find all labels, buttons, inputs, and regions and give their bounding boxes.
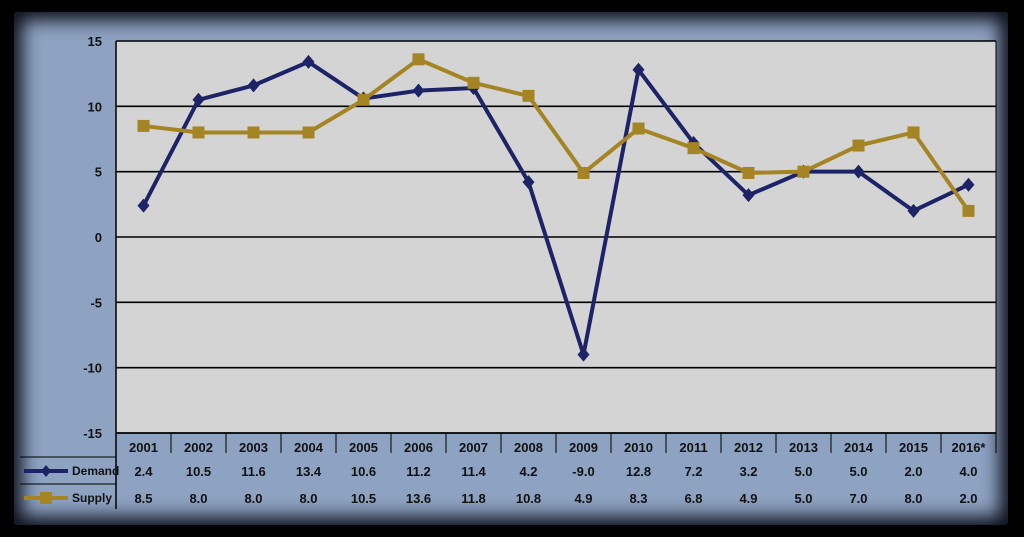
data-point-demand xyxy=(852,164,865,179)
x-tick-label: 2005 xyxy=(349,440,378,455)
data-point-supply xyxy=(247,126,260,139)
data-table-cell: 7.0 xyxy=(849,491,867,506)
data-point-supply xyxy=(522,89,535,102)
x-tick-label: 2003 xyxy=(239,440,268,455)
x-tick-label: 2009 xyxy=(569,440,598,455)
x-tick-label: 2007 xyxy=(459,440,488,455)
data-point-supply xyxy=(357,93,370,106)
x-tick-label: 2002 xyxy=(184,440,213,455)
data-table-cell: 7.2 xyxy=(684,464,702,479)
data-table-cell: 8.3 xyxy=(629,491,647,506)
data-table-cell: 2.4 xyxy=(134,464,153,479)
data-point-supply xyxy=(797,165,810,178)
data-table-cell: 11.6 xyxy=(241,464,266,479)
data-table-cell: 10.8 xyxy=(516,491,541,506)
legend-marker-demand xyxy=(41,465,51,477)
data-table-cell: 4.0 xyxy=(959,464,977,479)
x-tick-label: 2016* xyxy=(952,440,987,455)
y-tick-label: 15 xyxy=(88,34,102,49)
data-table-cell: 8.0 xyxy=(244,491,262,506)
data-point-demand xyxy=(907,203,920,218)
y-tick-label: 10 xyxy=(88,99,102,114)
data-point-supply xyxy=(852,139,865,152)
data-table-cell: 10.5 xyxy=(351,491,376,506)
x-tick-label: 2011 xyxy=(679,440,707,455)
data-point-supply xyxy=(467,76,480,89)
y-tick-label: -10 xyxy=(83,361,102,376)
x-tick-label: 2015 xyxy=(899,440,928,455)
series-line-demand xyxy=(141,59,970,356)
data-point-supply xyxy=(742,166,755,179)
data-table-cell: 13.6 xyxy=(406,491,431,506)
data-point-demand xyxy=(412,83,425,98)
data-table-cell: 5.0 xyxy=(849,464,867,479)
data-point-demand xyxy=(522,175,535,190)
data-point-supply xyxy=(577,166,590,179)
data-point-demand xyxy=(137,198,150,213)
data-table-cell: 4.9 xyxy=(574,491,592,506)
x-tick-label: 2013 xyxy=(789,440,818,455)
data-table-cell: 6.8 xyxy=(684,491,702,506)
x-tick-label: 2008 xyxy=(514,440,543,455)
data-table-cell: 10.6 xyxy=(351,464,376,479)
data-point-supply xyxy=(192,126,205,139)
data-point-supply xyxy=(687,142,700,155)
y-tick-label: -5 xyxy=(90,295,102,310)
data-point-supply xyxy=(962,204,975,217)
data-point-supply xyxy=(907,126,920,139)
data-point-demand xyxy=(192,92,205,107)
legend-label-supply: Supply xyxy=(72,491,112,505)
y-tick-label: -15 xyxy=(83,426,102,441)
data-point-demand xyxy=(632,62,645,77)
data-table-cell: 13.4 xyxy=(296,464,322,479)
data-point-demand xyxy=(962,177,975,192)
legend-label-demand: Demand xyxy=(72,464,119,478)
x-tick-label: 2010 xyxy=(624,440,653,455)
data-point-demand xyxy=(742,188,755,203)
data-table-cell: 10.5 xyxy=(186,464,211,479)
data-table-cell: 4.9 xyxy=(739,491,757,506)
data-table-cell: 12.8 xyxy=(626,464,651,479)
data-table-cell: 2.0 xyxy=(959,491,977,506)
data-table-cell: 8.5 xyxy=(134,491,152,506)
data-table-cell: 11.2 xyxy=(406,464,431,479)
x-tick-label: 2006 xyxy=(404,440,433,455)
data-table-cell: 8.0 xyxy=(189,491,207,506)
chart-frame: 15 10 5 0 -5 -10 -15 2001 2002 2003 2004 2005 2006 20… xyxy=(14,12,1008,525)
data-table-cell: 5.0 xyxy=(794,464,812,479)
data-point-demand xyxy=(577,347,590,362)
data-point-demand xyxy=(302,54,315,69)
data-table-cell: -9.0 xyxy=(572,464,594,479)
data-table-cell: 11.4 xyxy=(461,464,486,479)
data-table-cell: 5.0 xyxy=(794,491,812,506)
data-table-cell: 8.0 xyxy=(904,491,922,506)
legend-marker-supply xyxy=(40,492,52,504)
data-table-cell: 11.8 xyxy=(461,491,486,506)
data-point-supply xyxy=(137,119,150,132)
data-point-demand xyxy=(247,78,260,93)
series-line-supply xyxy=(143,57,971,213)
x-tick-label: 2014 xyxy=(844,440,874,455)
x-tick-label: 2004 xyxy=(294,440,324,455)
x-tick-label: 2001 xyxy=(129,440,158,455)
y-tick-label: 5 xyxy=(95,165,102,180)
x-tick-label: 2012 xyxy=(734,440,763,455)
y-tick-label: 0 xyxy=(95,230,102,245)
line-chart: 15 10 5 0 -5 -10 -15 2001 2002 2003 2004 2005 2006 20… xyxy=(20,34,997,509)
data-table-cell: 3.2 xyxy=(739,464,757,479)
data-point-supply xyxy=(302,126,315,139)
data-point-supply xyxy=(632,122,645,135)
data-point-supply xyxy=(412,53,425,66)
data-table-cell: 8.0 xyxy=(299,491,317,506)
data-table-cell: 4.2 xyxy=(519,464,537,479)
data-table-cell: 2.0 xyxy=(904,464,922,479)
